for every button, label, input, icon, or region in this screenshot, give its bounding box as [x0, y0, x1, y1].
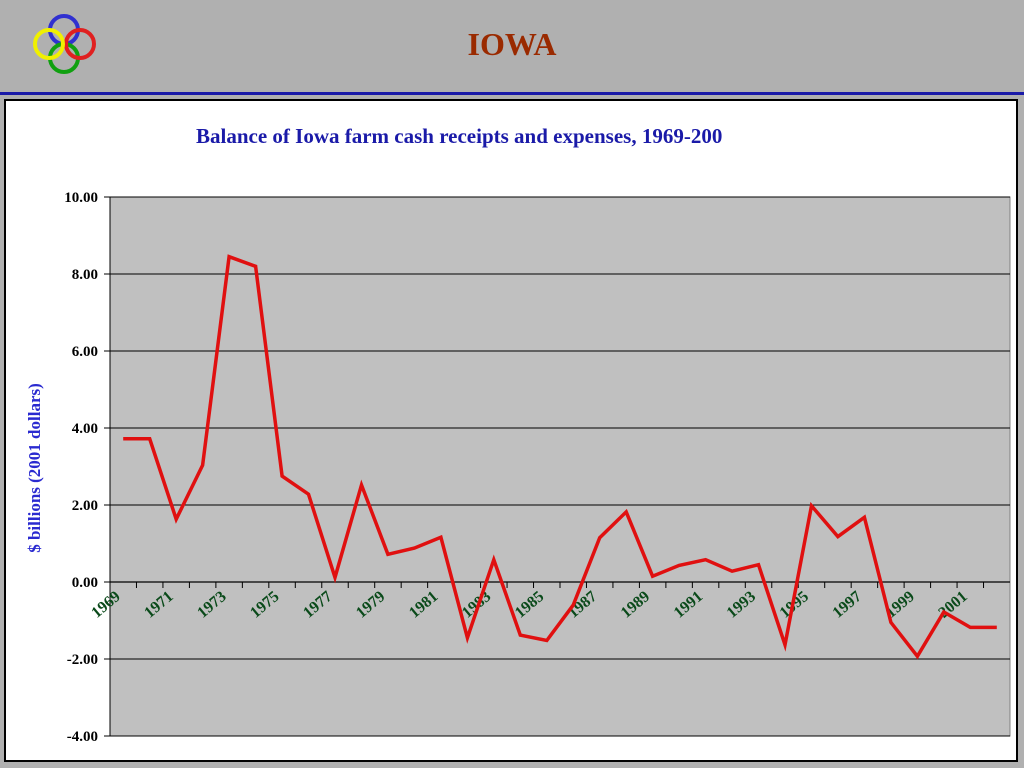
interlocking-rings-logo: [33, 14, 96, 74]
y-tick-label: 2.00: [72, 498, 98, 514]
red-ring: [64, 28, 96, 60]
y-tick-label: 10.00: [64, 190, 98, 206]
yellow-ring: [33, 28, 65, 60]
chart-panel: Balance of Iowa farm cash receipts and e…: [4, 99, 1018, 762]
y-tick-label: 4.00: [72, 421, 98, 437]
plot-background: [109, 196, 1011, 737]
y-tick-label: 8.00: [72, 267, 98, 283]
y-tick-label: -2.00: [67, 652, 98, 668]
line-chart: Balance of Iowa farm cash receipts and e…: [25, 124, 1011, 745]
slide-header: IOWA: [0, 0, 1024, 92]
slide-title: IOWA: [467, 26, 557, 62]
header-rule: [0, 92, 1024, 95]
chart-title: Balance of Iowa farm cash receipts and e…: [196, 124, 722, 148]
y-tick-label: -4.00: [67, 729, 98, 745]
y-axis-label: $ billions (2001 dollars): [25, 383, 44, 553]
series-line: [123, 254, 997, 660]
y-tick-label: 0.00: [72, 575, 98, 591]
y-tick-label: 6.00: [72, 344, 98, 360]
